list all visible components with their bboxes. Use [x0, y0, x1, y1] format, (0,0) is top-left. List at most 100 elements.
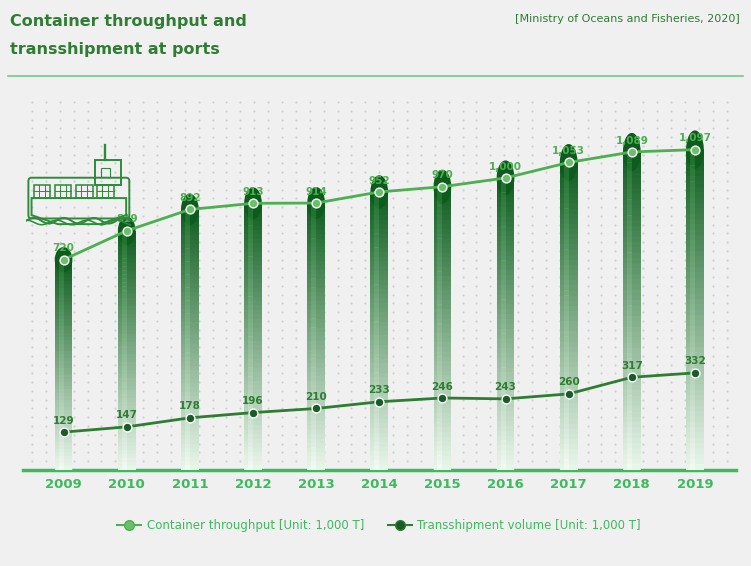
Point: [623, 360, 635, 369]
Point: [332, 342, 344, 351]
Bar: [122, 286, 127, 290]
Point: [596, 325, 608, 334]
Point: [512, 159, 524, 168]
Point: [304, 246, 316, 255]
Point: [720, 387, 732, 396]
Point: [512, 132, 524, 142]
Bar: [374, 243, 379, 247]
Point: [540, 465, 552, 474]
Point: [457, 342, 469, 351]
Point: [290, 430, 302, 439]
Bar: [496, 217, 514, 222]
Bar: [181, 431, 199, 435]
Point: [262, 211, 274, 220]
Point: [123, 290, 135, 299]
Point: [637, 194, 649, 203]
Bar: [55, 382, 72, 386]
Point: [596, 439, 608, 448]
Point: [553, 106, 566, 115]
Point: [748, 159, 751, 168]
Bar: [311, 221, 316, 225]
Bar: [564, 178, 569, 183]
Point: [95, 97, 107, 106]
Point: [221, 229, 233, 238]
Bar: [118, 243, 135, 247]
Point: [415, 194, 427, 203]
Bar: [118, 382, 135, 386]
Point: [165, 211, 177, 220]
Point: [609, 194, 621, 203]
Point: [484, 439, 496, 448]
Point: [276, 299, 288, 308]
Point: [193, 229, 205, 238]
Point: [165, 351, 177, 361]
Bar: [374, 215, 379, 220]
Bar: [307, 221, 325, 225]
Point: [137, 273, 149, 282]
Point: [540, 246, 552, 255]
Point: [679, 264, 691, 273]
Bar: [307, 421, 325, 425]
Point: [401, 308, 413, 317]
Bar: [307, 252, 325, 256]
Bar: [185, 335, 190, 340]
Bar: [501, 372, 505, 378]
Point: [165, 316, 177, 325]
Bar: [248, 319, 253, 323]
Bar: [55, 263, 72, 267]
Point: [692, 273, 704, 282]
Bar: [559, 357, 578, 362]
Point: [123, 185, 135, 194]
Point: [123, 132, 135, 142]
Point: [540, 439, 552, 448]
Point: [512, 281, 524, 290]
Point: [318, 238, 330, 247]
Bar: [627, 205, 632, 210]
Point: [609, 342, 621, 351]
Bar: [181, 387, 199, 392]
Point: [110, 124, 122, 133]
Point: [387, 316, 399, 325]
Bar: [627, 427, 632, 432]
Point: [290, 299, 302, 308]
Bar: [244, 323, 262, 328]
Point: [207, 334, 219, 343]
Point: [415, 465, 427, 474]
Point: [457, 316, 469, 325]
Point: [387, 299, 399, 308]
Point: [318, 168, 330, 177]
Bar: [55, 421, 72, 424]
Point: [692, 281, 704, 290]
Bar: [496, 358, 514, 363]
Bar: [122, 310, 127, 315]
Bar: [244, 456, 262, 461]
Bar: [181, 413, 199, 418]
Point: [82, 142, 94, 151]
Point: [221, 299, 233, 308]
Point: [692, 220, 704, 229]
Bar: [59, 288, 64, 291]
Point: [221, 281, 233, 290]
Point: [637, 185, 649, 194]
Point: [470, 387, 482, 396]
Point: [137, 115, 149, 124]
Point: [95, 281, 107, 290]
Point: [748, 124, 751, 133]
Point: [707, 316, 719, 325]
Point: [596, 378, 608, 387]
Bar: [433, 205, 451, 211]
Point: [498, 97, 510, 106]
Point: [40, 142, 52, 151]
Point: [137, 360, 149, 369]
Bar: [374, 275, 379, 280]
Bar: [496, 299, 514, 305]
Bar: [311, 350, 316, 354]
Bar: [185, 222, 190, 227]
Point: [123, 150, 135, 159]
Point: [429, 308, 441, 317]
Text: 196: 196: [242, 396, 264, 406]
Point: [609, 308, 621, 317]
Bar: [122, 259, 127, 263]
Point: [498, 124, 510, 133]
Bar: [623, 443, 641, 449]
